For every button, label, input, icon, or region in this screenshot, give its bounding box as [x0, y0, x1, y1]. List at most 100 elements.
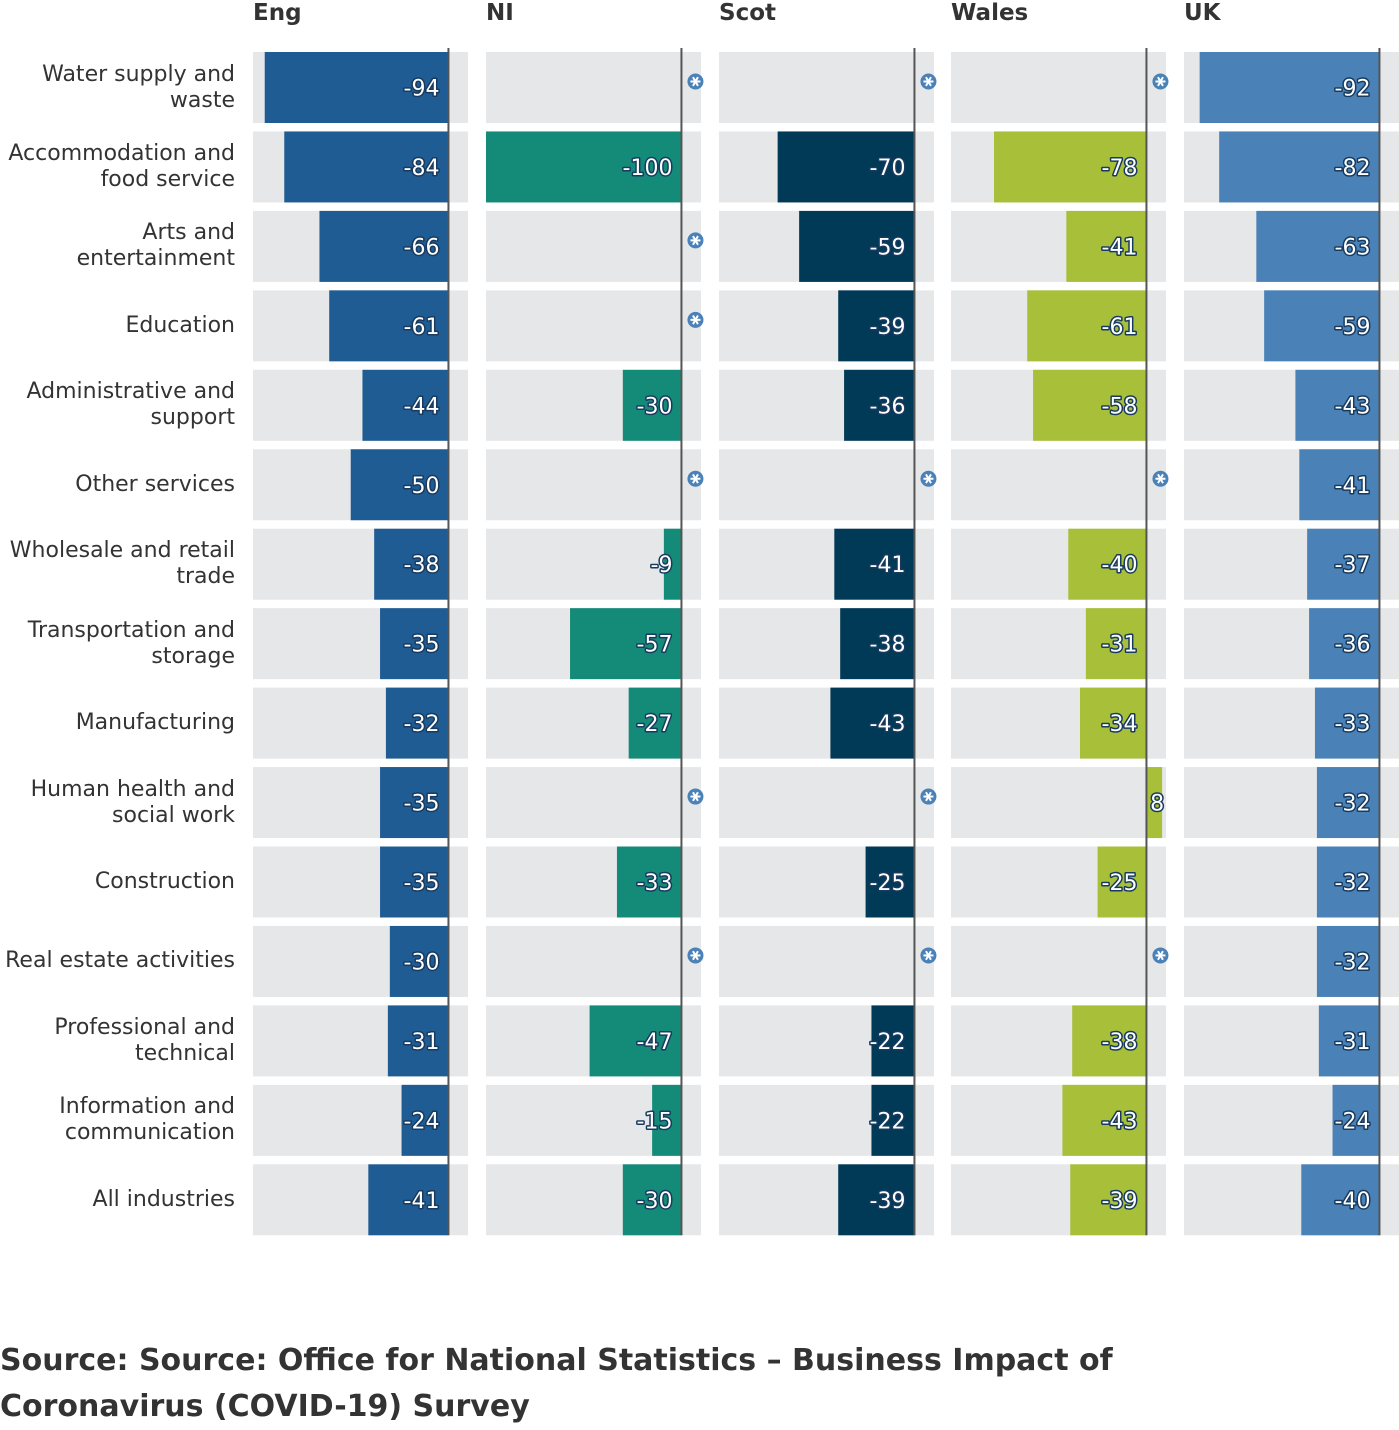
bar — [838, 1164, 915, 1236]
bar — [1316, 846, 1380, 918]
row-background — [951, 767, 1166, 839]
row-background — [486, 449, 701, 521]
value-label: -31 — [1102, 633, 1138, 658]
missing-icon-stroke — [692, 76, 699, 87]
category-label: Construction — [94, 869, 235, 894]
value-label: -38 — [1102, 1030, 1138, 1055]
bar — [401, 1084, 449, 1156]
bar — [350, 449, 449, 521]
category-label: Wholesale and retail trade — [9, 538, 235, 590]
category-label: Other services — [75, 471, 235, 497]
value-label: 8 — [1150, 792, 1164, 817]
bar — [1097, 846, 1147, 918]
value-label: -41 — [404, 1189, 440, 1214]
value-label: -35 — [404, 792, 440, 817]
bar — [777, 131, 915, 203]
value-label: -32 — [404, 712, 440, 737]
value-label: -36 — [870, 394, 906, 419]
row-background — [486, 210, 701, 282]
value-label: -32 — [1335, 792, 1371, 817]
bar — [616, 846, 682, 918]
value-label: -41 — [870, 553, 906, 578]
bar — [1080, 687, 1147, 759]
value-label: -35 — [404, 871, 440, 896]
bar — [1301, 1164, 1380, 1236]
bar — [834, 528, 915, 600]
missing-icon-stroke — [692, 315, 699, 325]
value-label: -24 — [404, 1109, 440, 1134]
bar — [622, 1164, 682, 1236]
row-background — [719, 767, 934, 839]
category-label: Human health and social work — [30, 776, 235, 828]
category-label: Education — [125, 312, 235, 338]
bar — [1309, 608, 1380, 680]
bar — [387, 1005, 449, 1077]
value-label: -31 — [1335, 1030, 1371, 1055]
bar — [994, 131, 1147, 203]
value-label: -61 — [1102, 315, 1138, 340]
value-label: -41 — [1102, 235, 1138, 260]
value-label: -22 — [870, 1030, 906, 1055]
value-label: -50 — [404, 474, 440, 499]
bar — [622, 369, 682, 441]
bar — [1332, 1084, 1380, 1156]
value-label: -84 — [404, 156, 440, 181]
value-label: -24 — [1335, 1109, 1371, 1134]
panel-title: UK — [1184, 0, 1222, 26]
row-background — [719, 449, 934, 521]
category-label: Arts and entertainment — [76, 220, 235, 272]
bar — [871, 1084, 915, 1156]
missing-icon-stroke — [692, 950, 699, 961]
bar — [380, 767, 449, 839]
bar — [830, 687, 915, 759]
bar — [1314, 687, 1380, 759]
category-label: Water supply and waste — [42, 61, 235, 113]
bar — [1062, 1084, 1147, 1156]
panel-title: Wales — [951, 0, 1028, 26]
value-label: -25 — [870, 871, 906, 896]
source-note: Source: Source: Office for National Stat… — [0, 1343, 1113, 1424]
bar — [389, 925, 449, 997]
value-label: -38 — [870, 633, 906, 658]
value-label: -32 — [1335, 871, 1371, 896]
value-label: -94 — [404, 77, 440, 102]
bar — [663, 528, 682, 600]
bar — [1316, 925, 1380, 997]
category-label: Information and communication — [59, 1094, 235, 1146]
value-label: -61 — [404, 315, 440, 340]
bar — [652, 1084, 682, 1156]
value-label: -78 — [1102, 156, 1138, 181]
missing-icon-stroke — [1157, 950, 1164, 961]
value-label: -59 — [1335, 315, 1371, 340]
bar — [362, 369, 449, 441]
value-label: -30 — [404, 950, 440, 975]
category-label: Administrative and support — [26, 379, 235, 431]
bar — [385, 687, 449, 759]
value-label: -63 — [1335, 235, 1371, 260]
bar — [1072, 1005, 1147, 1077]
bar — [1146, 767, 1163, 839]
bar — [1307, 528, 1380, 600]
value-label: -35 — [404, 633, 440, 658]
bar — [1219, 131, 1380, 203]
category-label: Professional and technical — [54, 1014, 235, 1066]
bar — [865, 846, 915, 918]
missing-icon-stroke — [925, 791, 932, 802]
bar — [1264, 290, 1380, 362]
bar — [1316, 767, 1380, 839]
bar — [1256, 210, 1380, 282]
value-label: -82 — [1335, 156, 1371, 181]
bar — [380, 846, 449, 918]
panel-title: Eng — [253, 0, 302, 26]
row-background — [486, 767, 701, 839]
value-label: -25 — [1102, 871, 1138, 896]
row-background — [951, 52, 1166, 123]
panel-title: Scot — [719, 0, 776, 26]
value-label: -37 — [1335, 553, 1371, 578]
value-label: -43 — [1335, 394, 1371, 419]
value-label: -58 — [1102, 394, 1138, 419]
row-background — [951, 925, 1166, 997]
bar — [1033, 369, 1147, 441]
row-background — [719, 925, 934, 997]
